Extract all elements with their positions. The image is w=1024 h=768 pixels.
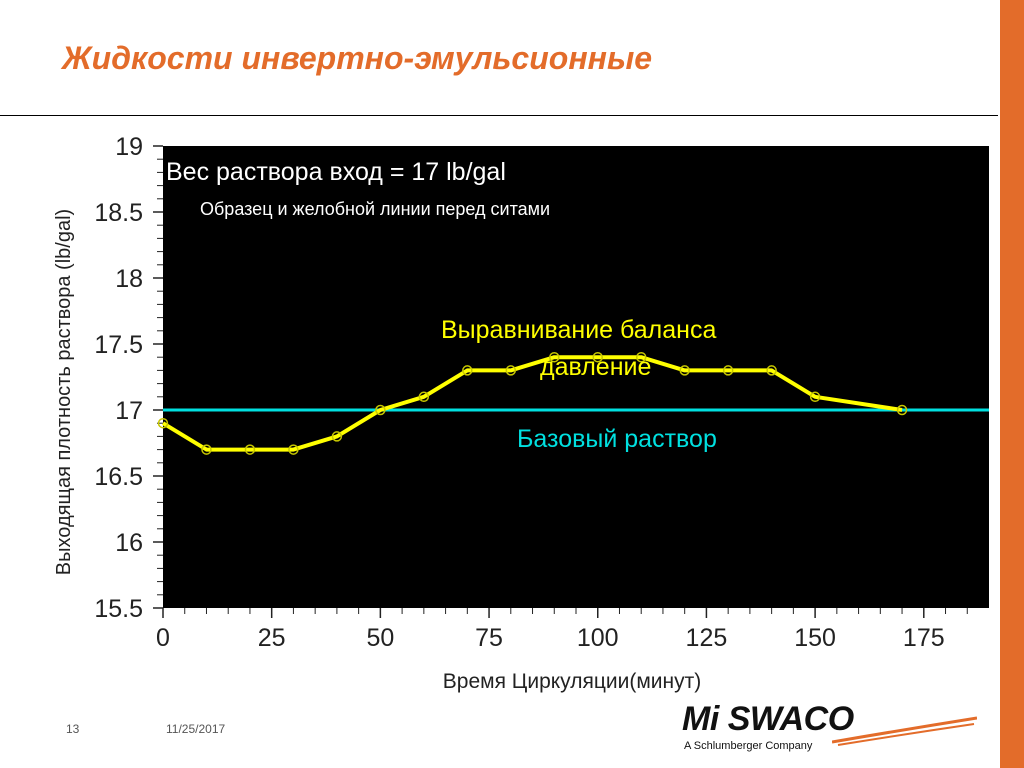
density-markers [157, 351, 908, 455]
density-point [896, 404, 908, 416]
x-tick-label: 0 [156, 624, 170, 652]
density-point [722, 365, 734, 376]
y-tick-label: 17.5 [94, 331, 143, 359]
x-tick-label: 150 [794, 624, 836, 652]
axis-ticks [153, 145, 968, 618]
slide-accent-bar [1000, 0, 1024, 768]
density-point [592, 351, 603, 363]
density-point [679, 365, 690, 376]
y-tick-label: 18 [115, 265, 143, 293]
density-point [201, 444, 212, 455]
slide-date: 11/25/2017 [166, 722, 226, 736]
x-tick-label: 175 [903, 624, 945, 652]
x-tick-label: 50 [366, 624, 394, 652]
y-tick-label: 18.5 [94, 199, 143, 227]
logo-swoosh-icon [832, 716, 977, 746]
y-tick-label: 17 [115, 397, 143, 425]
y-tick-label: 16 [115, 529, 143, 557]
density-point [244, 444, 256, 455]
company-logo: Mi SWACO A Schlumberger Company [682, 700, 982, 760]
y-tick-label: 19 [115, 133, 143, 161]
logo-tagline: A Schlumberger Company [684, 740, 813, 752]
y-tick-label: 15.5 [94, 595, 143, 623]
annotation-pressure: давление [540, 353, 651, 381]
x-tick-label: 75 [475, 624, 503, 652]
density-point [375, 404, 386, 416]
tick-labels: 15.5 16 16.5 17 17.5 18 18.5 19 0 25 50 75 100 125 150… [94, 133, 944, 652]
page-number: 13 [66, 722, 80, 736]
density-point [462, 365, 473, 376]
annotation-pressure-balance: Выравнивание баланса [441, 316, 716, 344]
density-point [157, 417, 169, 429]
density-point [766, 365, 777, 376]
density-point [809, 391, 821, 403]
title-divider [0, 115, 998, 116]
y-axis-label: Выходящая плотность раствора (lb/gal) [53, 209, 75, 575]
x-tick-label: 125 [686, 624, 728, 652]
annotation-base-fluid: Базовый раствор [517, 425, 717, 453]
density-line [161, 355, 903, 452]
density-point [505, 365, 517, 376]
annotation-sample-note: Образец и желобной линии перед ситами [200, 199, 550, 219]
density-point [418, 391, 430, 403]
density-point [288, 444, 299, 455]
density-chart: 15.5 16 16.5 17 17.5 18 18.5 19 0 25 50 75 100 125 150… [53, 133, 989, 693]
logo-wordmark: Mi SWACO [682, 700, 854, 738]
x-tick-label: 100 [577, 624, 619, 652]
x-tick-label: 25 [258, 624, 286, 652]
plot-background [163, 146, 989, 608]
density-point [635, 351, 647, 363]
density-point [331, 431, 343, 442]
slide-title: Жидкости инвертно-эмульсионные [62, 40, 653, 76]
annotation-inlet-weight: Вес раствора вход = 17 lb/gal [166, 158, 506, 186]
y-tick-label: 16.5 [94, 463, 143, 491]
slide-edge-divider [998, 0, 1000, 768]
density-point [549, 351, 560, 363]
x-axis-label: Время Циркуляции(минут) [443, 670, 701, 693]
